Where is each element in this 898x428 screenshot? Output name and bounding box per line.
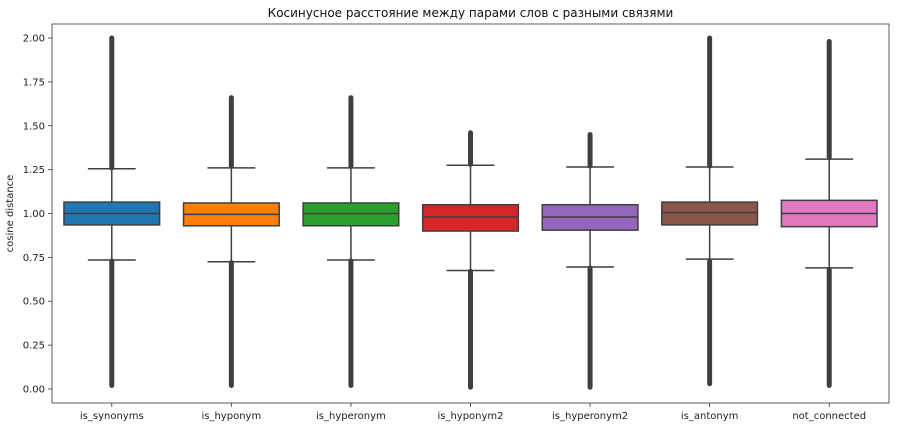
y-tick-label: 0.25 xyxy=(23,341,45,352)
box-is_hyponym xyxy=(182,95,280,388)
y-tick-label: 0.00 xyxy=(23,384,45,395)
y-tick-label: 1.50 xyxy=(23,121,45,132)
box-iqr xyxy=(421,203,520,232)
box-iqr xyxy=(302,202,400,227)
box-is_hyponym2 xyxy=(421,130,520,390)
y-tick-label: 1.25 xyxy=(23,165,45,176)
y-tick-label: 1.00 xyxy=(23,209,45,220)
y-tick-label: 2.00 xyxy=(23,34,45,45)
x-tick-label: is_antonym xyxy=(681,411,739,422)
box-is_antonym xyxy=(661,35,759,387)
box-is_hyperonym2 xyxy=(541,132,639,390)
x-tick-label: is_hyperonym xyxy=(316,411,386,422)
box-iqr xyxy=(661,201,759,226)
plot-frame xyxy=(51,23,890,404)
x-tick-label: not_connected xyxy=(792,411,866,422)
y-tick-label: 1.75 xyxy=(23,77,45,88)
y-tick-label: 0.75 xyxy=(23,253,45,264)
box-is_hyperonym xyxy=(302,95,400,388)
y-tick-label: 0.50 xyxy=(23,297,45,308)
x-tick-label: is_hyperonym2 xyxy=(552,411,628,422)
x-tick-label: is_hyponym xyxy=(201,411,261,422)
box-is_synonyms xyxy=(63,35,161,388)
x-tick-label: is_hyponym2 xyxy=(437,411,503,422)
plot-area: 0.00 0.25 0.50 0.75 1.00 1.25 1.50 1.75 2.00 is_s… xyxy=(23,23,890,422)
chart-title: Косинусное расстояние между парами слов … xyxy=(268,6,674,20)
y-axis-label: cosine distance xyxy=(5,175,16,253)
x-tick-label: is_synonyms xyxy=(80,411,144,422)
box-not_connected xyxy=(780,39,878,388)
